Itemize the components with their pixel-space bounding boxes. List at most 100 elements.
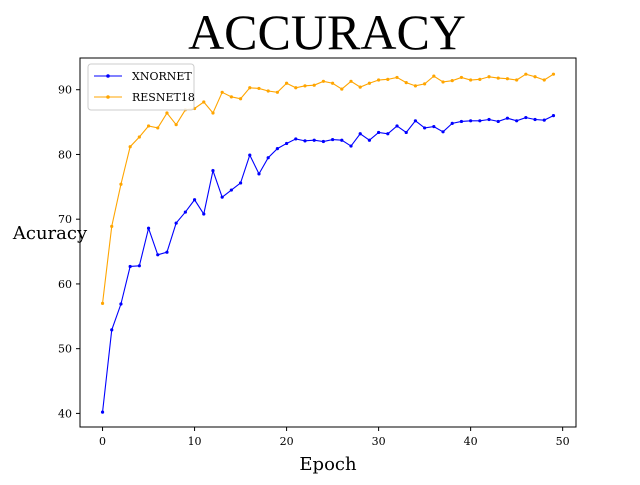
data-point-resnet18 bbox=[441, 80, 445, 84]
data-point-xnornet bbox=[533, 117, 537, 122]
y-axis-label: Acuracy bbox=[12, 223, 88, 244]
data-point-resnet18 bbox=[137, 135, 141, 139]
x-tick-label: 30 bbox=[372, 435, 386, 448]
data-point-xnornet bbox=[119, 302, 123, 306]
data-point-xnornet bbox=[441, 130, 445, 134]
data-point-resnet18 bbox=[515, 78, 519, 82]
data-point-resnet18 bbox=[469, 78, 473, 82]
data-point-resnet18 bbox=[432, 74, 436, 78]
data-point-resnet18 bbox=[340, 87, 344, 91]
y-tick-label: 80 bbox=[58, 148, 72, 161]
data-point-xnornet bbox=[128, 264, 132, 269]
data-point-resnet18 bbox=[496, 76, 500, 80]
data-point-xnornet bbox=[137, 264, 141, 268]
data-point-xnornet bbox=[496, 119, 500, 124]
data-point-resnet18 bbox=[505, 77, 510, 81]
x-tick-label: 10 bbox=[188, 435, 202, 448]
data-point-resnet18 bbox=[146, 124, 151, 128]
data-point-xnornet bbox=[257, 172, 261, 176]
data-point-resnet18 bbox=[450, 79, 454, 83]
data-point-resnet18 bbox=[303, 84, 307, 88]
data-point-resnet18 bbox=[119, 182, 123, 186]
y-tick-label: 60 bbox=[58, 278, 72, 291]
legend-label-resnet18: RESNET18 bbox=[132, 91, 195, 104]
data-point-xnornet bbox=[110, 328, 114, 332]
data-point-xnornet bbox=[349, 144, 353, 148]
data-point-resnet18 bbox=[358, 85, 362, 89]
legend: XNORNET RESNET18 bbox=[87, 63, 195, 111]
data-point-xnornet bbox=[220, 195, 224, 199]
data-point-xnornet bbox=[202, 212, 206, 216]
data-point-xnornet bbox=[321, 139, 325, 144]
data-point-xnornet bbox=[459, 119, 464, 124]
data-point-resnet18 bbox=[533, 75, 537, 79]
data-point-xnornet bbox=[478, 119, 482, 123]
data-point-xnornet bbox=[469, 119, 473, 123]
data-point-resnet18 bbox=[238, 97, 243, 101]
data-point-resnet18 bbox=[128, 145, 132, 149]
x-tick-label: 50 bbox=[556, 435, 570, 448]
data-point-resnet18 bbox=[248, 86, 252, 90]
data-point-resnet18 bbox=[174, 123, 178, 127]
data-point-xnornet bbox=[358, 132, 362, 136]
data-point-resnet18 bbox=[156, 126, 160, 130]
data-point-xnornet bbox=[524, 115, 528, 120]
data-point-xnornet bbox=[165, 250, 169, 254]
data-point-resnet18 bbox=[413, 84, 418, 88]
y-tick-label: 50 bbox=[58, 343, 72, 356]
data-point-xnornet bbox=[146, 226, 151, 230]
data-point-resnet18 bbox=[551, 72, 556, 76]
axes-frame bbox=[79, 57, 577, 428]
data-point-resnet18 bbox=[349, 79, 353, 83]
plot-layer: 0 10 20 30 40 50 40 50 60 70 80 90 bbox=[58, 57, 577, 448]
data-point-xnornet bbox=[331, 137, 335, 142]
data-point-resnet18 bbox=[367, 81, 372, 85]
data-point-resnet18 bbox=[404, 81, 408, 85]
legend-label-xnornet: XNORNET bbox=[132, 70, 192, 83]
legend-marker-xnornet bbox=[106, 74, 110, 78]
data-point-resnet18 bbox=[478, 77, 482, 81]
data-point-resnet18 bbox=[229, 95, 233, 99]
data-point-resnet18 bbox=[459, 75, 464, 80]
data-point-resnet18 bbox=[524, 72, 528, 76]
data-point-xnornet bbox=[340, 138, 344, 142]
data-point-xnornet bbox=[312, 138, 316, 142]
data-point-xnornet bbox=[275, 147, 279, 151]
data-point-resnet18 bbox=[294, 86, 298, 90]
data-point-xnornet bbox=[294, 137, 298, 141]
data-point-xnornet bbox=[413, 119, 418, 123]
data-point-resnet18 bbox=[331, 81, 335, 85]
data-point-xnornet bbox=[386, 132, 390, 136]
x-tick-label: 20 bbox=[280, 435, 294, 448]
data-point-resnet18 bbox=[284, 81, 289, 85]
x-tick-label: 0 bbox=[99, 435, 106, 448]
data-point-resnet18 bbox=[202, 100, 206, 104]
x-axis-label: Epoch bbox=[299, 454, 357, 475]
data-point-resnet18 bbox=[275, 90, 279, 94]
data-point-resnet18 bbox=[266, 89, 270, 93]
data-point-xnornet bbox=[551, 114, 556, 118]
data-point-xnornet bbox=[183, 210, 187, 214]
y-tick-label: 40 bbox=[58, 407, 72, 420]
data-point-xnornet bbox=[367, 138, 372, 142]
series-line-xnornet bbox=[102, 115, 554, 413]
data-point-resnet18 bbox=[395, 75, 399, 80]
data-point-xnornet bbox=[404, 130, 408, 135]
data-point-resnet18 bbox=[100, 301, 105, 305]
data-point-xnornet bbox=[284, 141, 289, 146]
data-point-xnornet bbox=[192, 198, 197, 202]
data-point-resnet18 bbox=[487, 75, 491, 79]
data-point-xnornet bbox=[515, 119, 519, 123]
data-point-xnornet bbox=[229, 188, 233, 192]
data-point-resnet18 bbox=[321, 79, 325, 83]
data-point-xnornet bbox=[266, 156, 270, 160]
data-point-xnornet bbox=[395, 124, 399, 128]
data-point-resnet18 bbox=[257, 86, 261, 91]
chart-title: ACCURACY bbox=[188, 4, 466, 60]
data-point-resnet18 bbox=[165, 111, 169, 115]
data-point-xnornet bbox=[505, 116, 510, 120]
data-point-xnornet bbox=[542, 118, 546, 122]
data-point-resnet18 bbox=[377, 78, 381, 82]
